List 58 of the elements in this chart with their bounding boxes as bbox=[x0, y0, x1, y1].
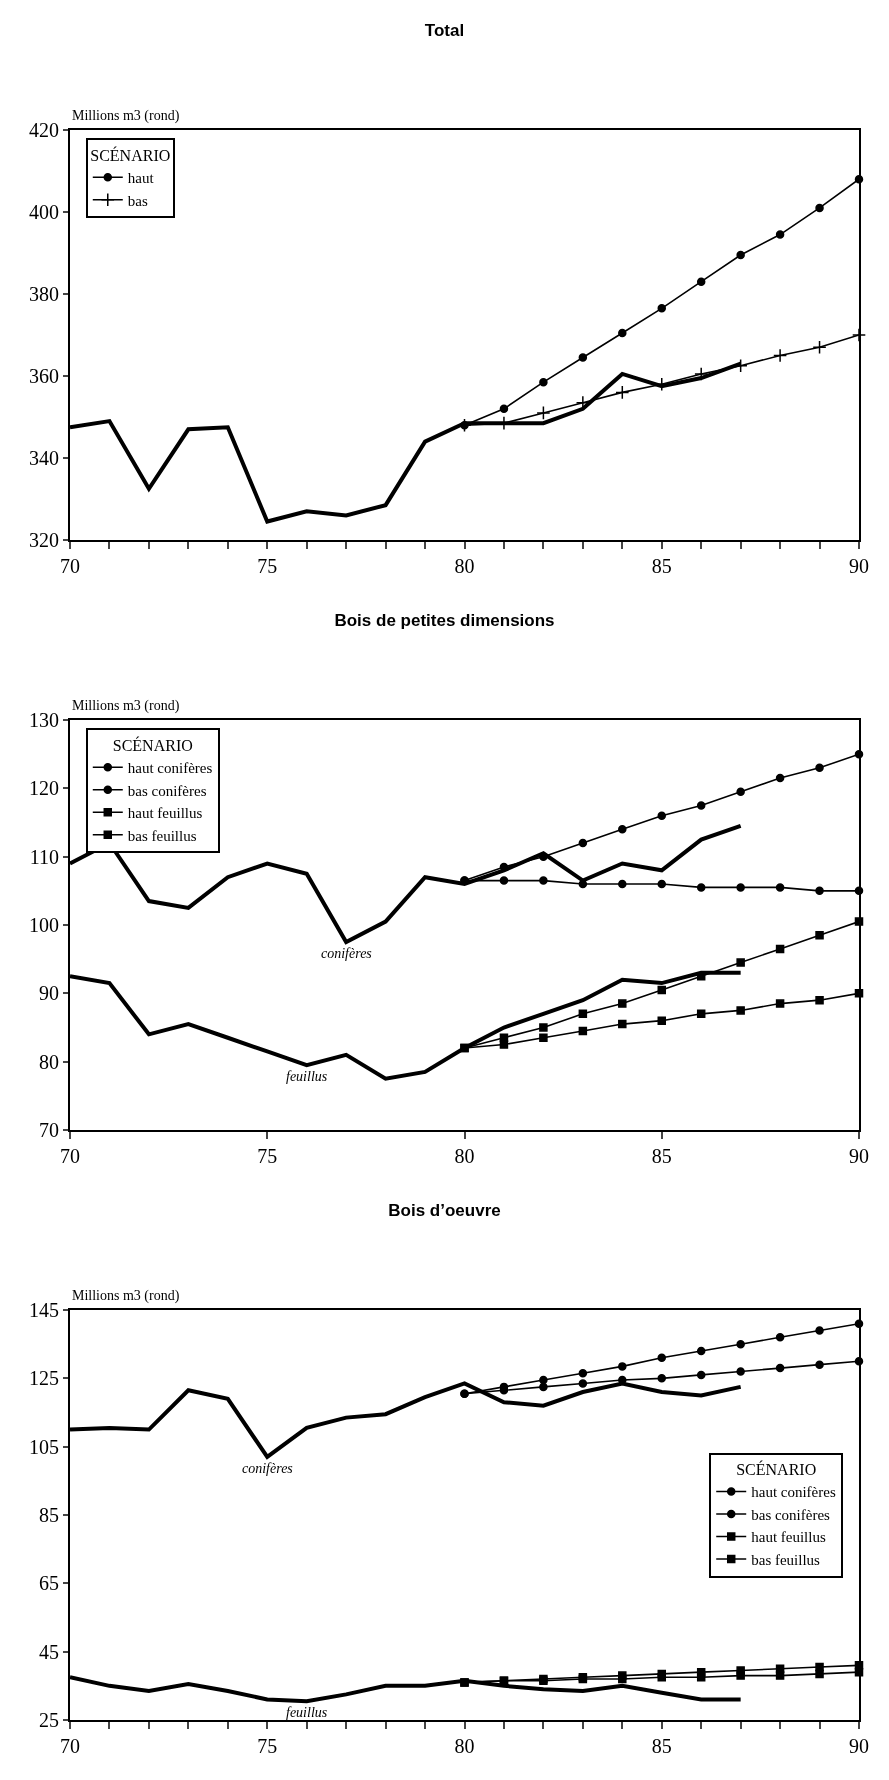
y-tick-label: 100 bbox=[29, 914, 59, 936]
y-tick-label: 125 bbox=[29, 1367, 59, 1390]
annotation: feuillus bbox=[286, 1705, 328, 1720]
y-axis-title: Millions m3 (rond) bbox=[72, 1288, 180, 1304]
y-tick-label: 145 bbox=[29, 1299, 59, 1321]
y-axis-title: Millions m3 (rond) bbox=[72, 698, 180, 714]
legend-label: haut conifères bbox=[751, 1484, 836, 1501]
legend-title: SCÉNARIO bbox=[112, 736, 193, 754]
y-axis-title: Millions m3 (rond) bbox=[72, 108, 180, 124]
chart-title: Bois de petites dimensions bbox=[334, 610, 555, 630]
legend-label: haut bbox=[127, 170, 155, 187]
x-tick-label: 75 bbox=[257, 555, 278, 577]
y-tick-label: 80 bbox=[39, 1050, 59, 1073]
y-tick-label: 380 bbox=[29, 283, 59, 305]
y-tick-label: 90 bbox=[39, 982, 59, 1005]
x-tick-label: 80 bbox=[454, 555, 475, 577]
y-tick-label: 360 bbox=[29, 365, 59, 387]
x-tick-label: 85 bbox=[651, 555, 672, 577]
annotation: feuillus bbox=[286, 1069, 328, 1084]
chart-title: Total bbox=[424, 20, 465, 40]
legend-label: bas bbox=[127, 192, 148, 209]
legend-label: bas conifères bbox=[751, 1506, 831, 1523]
y-tick-label: 25 bbox=[39, 1709, 59, 1731]
x-tick-label: 90 bbox=[849, 555, 869, 577]
y-tick-label: 120 bbox=[29, 777, 59, 800]
y-tick-label: 85 bbox=[39, 1504, 59, 1526]
legend-label: haut feuillus bbox=[127, 805, 203, 822]
x-tick-label: 90 bbox=[849, 1735, 869, 1757]
y-tick-label: 320 bbox=[29, 529, 59, 551]
legend-title: SCÉNARIO bbox=[90, 146, 171, 164]
legend-title: SCÉNARIO bbox=[736, 1460, 817, 1479]
x-tick-label: 90 bbox=[849, 1145, 869, 1167]
y-tick-label: 45 bbox=[39, 1640, 59, 1663]
x-tick-label: 75 bbox=[257, 1735, 278, 1757]
y-tick-label: 400 bbox=[29, 201, 59, 223]
x-tick-label: 70 bbox=[60, 1735, 80, 1757]
legend-label: bas conifères bbox=[127, 782, 207, 799]
x-tick-label: 85 bbox=[651, 1735, 672, 1757]
y-tick-label: 420 bbox=[29, 119, 59, 141]
y-tick-label: 70 bbox=[39, 1119, 59, 1141]
x-tick-label: 70 bbox=[60, 555, 80, 577]
y-tick-label: 130 bbox=[29, 709, 59, 731]
x-tick-label: 80 bbox=[454, 1145, 475, 1167]
legend-label: haut feuillus bbox=[751, 1529, 826, 1546]
y-tick-label: 105 bbox=[29, 1435, 59, 1458]
y-tick-label: 340 bbox=[29, 447, 59, 469]
chart-title: Bois d’oeuvre bbox=[388, 1200, 501, 1220]
legend-label: bas feuillus bbox=[127, 827, 197, 844]
annotation: conifères bbox=[321, 946, 373, 961]
annotation: conifères bbox=[242, 1461, 294, 1476]
x-tick-label: 80 bbox=[454, 1735, 475, 1757]
x-tick-label: 85 bbox=[651, 1145, 672, 1167]
x-tick-label: 75 bbox=[257, 1145, 278, 1167]
y-tick-label: 65 bbox=[39, 1572, 59, 1595]
legend-label: haut conifères bbox=[127, 760, 213, 777]
legend-label: bas feuillus bbox=[751, 1551, 821, 1568]
y-tick-label: 110 bbox=[29, 845, 59, 868]
x-tick-label: 70 bbox=[60, 1145, 80, 1167]
